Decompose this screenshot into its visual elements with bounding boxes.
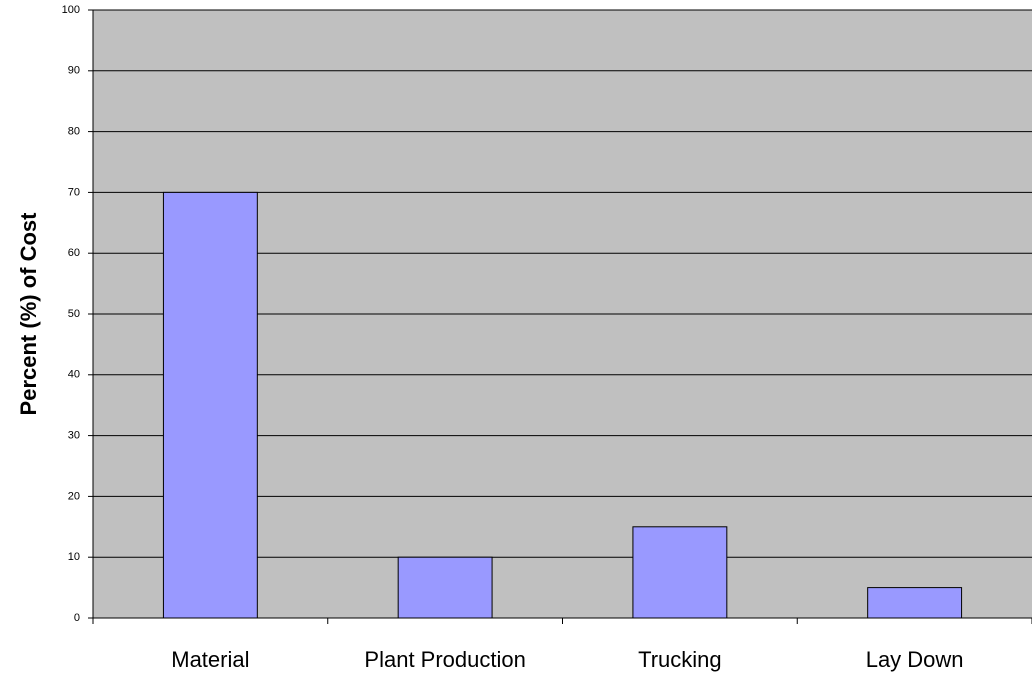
y-tick-label: 90 <box>68 65 80 77</box>
x-tick-label: Plant Production <box>364 647 525 672</box>
y-tick-label: 30 <box>68 430 80 442</box>
y-tick-label: 100 <box>62 4 80 16</box>
y-tick-label: 10 <box>68 551 80 563</box>
bar <box>397 556 493 619</box>
y-axis-label: Percent (%) of Cost <box>16 212 41 416</box>
x-tick-label: Lay Down <box>866 647 964 672</box>
y-tick-label: 60 <box>68 247 80 259</box>
y-tick-label: 80 <box>68 126 80 138</box>
y-tick-label: 50 <box>68 308 80 320</box>
bar <box>632 526 728 619</box>
y-tick-label: 70 <box>68 186 80 198</box>
bar <box>162 191 258 619</box>
bar <box>867 587 963 619</box>
y-tick-label: 20 <box>68 490 80 502</box>
x-tick-label: Trucking <box>638 647 722 672</box>
x-tick-label: Material <box>171 647 249 672</box>
y-tick-label: 40 <box>68 369 80 381</box>
y-tick-label: 0 <box>74 612 80 624</box>
